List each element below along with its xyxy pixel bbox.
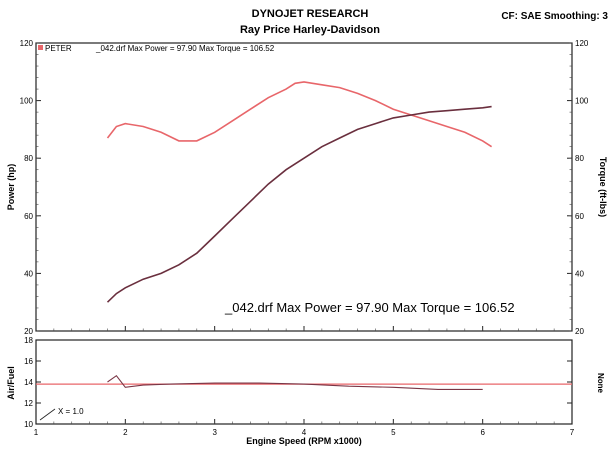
- x-tick-label: 7: [570, 428, 575, 437]
- y2-tick-label: 80: [575, 154, 584, 163]
- x-tick-label: 1: [34, 428, 39, 437]
- max-annotation: _042.drf Max Power = 97.90 Max Torque = …: [224, 300, 515, 315]
- y-tick-label: 60: [24, 212, 33, 221]
- af-y2-axis-label: None: [596, 373, 605, 394]
- af-tick-label: 14: [24, 378, 33, 387]
- xmarker-leader: [39, 408, 56, 421]
- x-tick-label: 4: [302, 428, 307, 437]
- y-tick-label: 40: [24, 269, 33, 278]
- y2-tick-label: 40: [575, 269, 584, 278]
- y-tick-label: 20: [24, 327, 33, 336]
- af-tick-label: 16: [24, 357, 33, 366]
- xmarker-label: X = 1.0: [58, 407, 84, 416]
- torque-line: [106, 81, 493, 148]
- af-tick-label: 18: [24, 336, 33, 345]
- af-tick-label: 12: [24, 399, 33, 408]
- y2-tick-label: 20: [575, 327, 584, 336]
- y-tick-label: 120: [20, 39, 34, 48]
- af-plot-frame: [35, 339, 573, 425]
- legend-swatch: [38, 45, 43, 50]
- af-axis-label: Air/Fuel: [6, 366, 16, 400]
- x-axis-label: Engine Speed (RPM x1000): [246, 436, 362, 446]
- y-tick-label: 80: [24, 154, 33, 163]
- chart-title: DYNOJET RESEARCH: [252, 8, 369, 20]
- y-tick-label: 100: [20, 97, 34, 106]
- y-axis-label: Power (hp): [6, 164, 16, 211]
- power-line: [106, 105, 492, 303]
- legend-run-name: PETER: [45, 44, 72, 53]
- y2-axis-label: Torque (ft-lbs): [598, 157, 608, 217]
- y2-tick-label: 100: [575, 97, 589, 106]
- x-tick-label: 2: [123, 428, 128, 437]
- x-tick-label: 5: [391, 428, 396, 437]
- af-tick-label: 10: [24, 420, 33, 429]
- main-plot-frame: [35, 42, 573, 332]
- x-tick-label: 3: [212, 428, 217, 437]
- y2-tick-label: 120: [575, 39, 589, 48]
- legend-run-stats: _042.drf Max Power = 97.90 Max Torque = …: [95, 44, 275, 53]
- settings-label: CF: SAE Smoothing: 3: [501, 11, 608, 22]
- af-line: [107, 374, 483, 390]
- chart-subtitle: Ray Price Harley-Davidson: [240, 24, 380, 36]
- x-tick-label: 6: [480, 428, 485, 437]
- y2-tick-label: 60: [575, 212, 584, 221]
